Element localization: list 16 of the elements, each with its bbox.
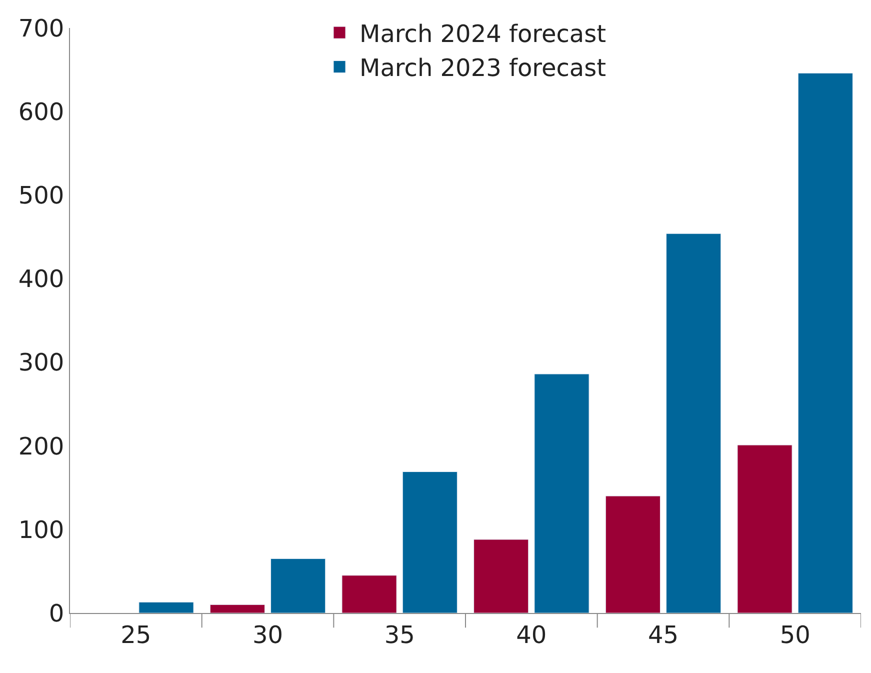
y-tick-label: 300	[18, 348, 64, 377]
y-tick-label: 200	[18, 432, 64, 460]
x-tick-label: 40	[516, 620, 547, 649]
legend-label: March 2023 forecast	[360, 54, 606, 82]
y-tick-label: 700	[18, 14, 64, 42]
x-tick-label: 30	[252, 620, 284, 649]
y-tick-label: 0	[48, 599, 64, 628]
x-tick-label: 25	[120, 620, 152, 649]
legend-label: March 2024 forecast	[360, 20, 606, 48]
x-tick-label: 50	[780, 620, 810, 649]
x-tick-label: 35	[384, 620, 415, 649]
y-tick-label: 400	[18, 265, 64, 294]
y-tick-label: 100	[18, 516, 64, 544]
x-tick-label: 45	[648, 620, 679, 649]
y-tick-label: 500	[18, 182, 64, 210]
y-tick-label: 600	[18, 98, 64, 126]
